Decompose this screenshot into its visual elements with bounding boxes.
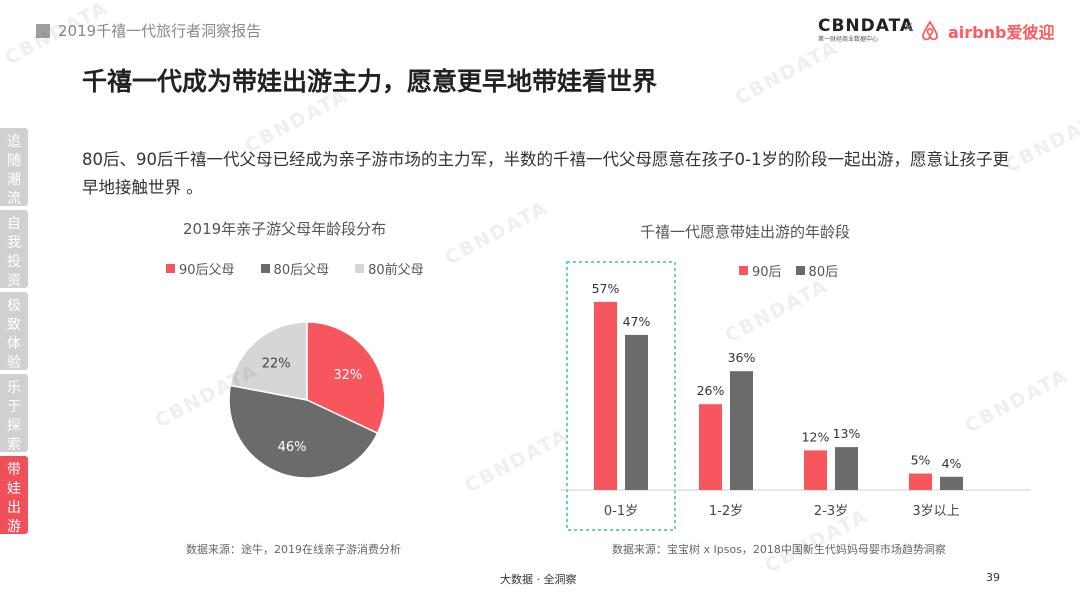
- pie-legend-item: 90后父母: [166, 259, 235, 278]
- footer-text: 大数据 · 全洞察: [500, 573, 577, 586]
- bar: [594, 301, 617, 490]
- side-tab-label: 带娃出游: [7, 462, 21, 535]
- bar: [940, 476, 963, 490]
- pie-slice: [228, 384, 379, 479]
- bar-legend-swatch: [739, 266, 748, 275]
- side-tab-label: 追随潮流: [7, 134, 21, 207]
- side-tab-label: 乐于探索: [7, 380, 21, 453]
- bar-value-label: 12%: [802, 429, 830, 444]
- bar-value-label: 13%: [833, 426, 861, 441]
- pie-legend-label: 90后父母: [179, 263, 235, 278]
- bar-legend-item: 80后: [795, 261, 839, 280]
- bar: [804, 450, 827, 490]
- pie-legend-item: 80后父母: [260, 259, 330, 278]
- report-title: 2019千禧一代旅行者洞察报告: [58, 22, 262, 40]
- side-tab-explore[interactable]: 乐于探索: [0, 374, 28, 453]
- bar-value-label: 5%: [911, 453, 931, 468]
- cbndata-logo: CBNDATA 第一财经商业数据中心: [818, 16, 914, 43]
- pie-legend-swatch: [355, 264, 365, 273]
- pie-slice-label: 32%: [333, 368, 362, 383]
- bar-legend-item: 90后: [739, 261, 782, 280]
- bar-value-label: 36%: [728, 350, 756, 365]
- side-tab-ultimate-experience[interactable]: 极致体验: [0, 292, 28, 371]
- airbnb-logo-icon: [922, 20, 938, 41]
- bar: [909, 473, 932, 490]
- pie-legend-label: 80后父母: [273, 263, 330, 278]
- bar-legend: 90后 80后: [739, 261, 838, 280]
- pie-legend-swatch: [166, 264, 175, 273]
- page-title: 千禧一代成为带娃出游主力，愿意更早地带娃看世界: [82, 67, 658, 96]
- bar: [835, 447, 858, 490]
- pie-legend-label: 80前父母: [368, 263, 424, 278]
- pie-chart: 32% 46% 22%: [228, 321, 386, 479]
- x-tick-label: 0-1岁: [604, 504, 638, 519]
- cbndata-logo-text: CBNDATA: [818, 16, 915, 36]
- x-tick-label: 1-2岁: [709, 504, 743, 519]
- bar-value-label: 26%: [697, 383, 725, 398]
- bar-legend-label: 90后: [752, 265, 782, 280]
- pie-legend-swatch: [260, 264, 270, 273]
- watermark: CBNDATA: [1001, 104, 1080, 178]
- pie-slice-label: 46%: [278, 440, 307, 455]
- side-tab-label: 极致体验: [7, 298, 21, 371]
- bar-legend-swatch: [795, 266, 805, 275]
- pie-source: 数据来源：途牛，2019在线亲子游消费分析: [186, 543, 401, 556]
- bar: [625, 334, 648, 490]
- bar-value-label: 47%: [623, 314, 651, 329]
- pie-chart-title: 2019年亲子游父母年龄段分布: [183, 220, 387, 238]
- watermark: CBNDATA: [461, 424, 573, 498]
- bar: [699, 404, 722, 490]
- bar-chart: 57% 47% 0-1岁 26% 36% 1-2岁 12% 13% 2-3岁 5% 4% 3岁以上: [560, 261, 1030, 531]
- bar-legend-label: 80后: [808, 265, 839, 280]
- airbnb-logo-text: airbnb爱彼迎: [948, 23, 1055, 42]
- watermark: CBNDATA: [441, 196, 553, 270]
- bar-value-label: 4%: [942, 456, 962, 471]
- pie-slice: [306, 321, 386, 435]
- page-description: 80后、90后千禧一代父母已经成为亲子游市场的主力军，半数的千禧一代父母愿意在孩…: [82, 150, 1009, 197]
- pie-slice-label: 22%: [262, 357, 291, 372]
- watermark: CBNDATA: [731, 36, 843, 110]
- pie-slice: [229, 321, 308, 401]
- pie-legend: 90后父母 80后父母 80前父母: [166, 259, 424, 278]
- cbndata-logo-subtext: 第一财经商业数据中心: [818, 36, 879, 43]
- bar-chart-title: 千禧一代愿意带娃出游的年龄段: [640, 223, 851, 241]
- page-number: 39: [986, 571, 1000, 584]
- side-tab-label: 自我投资: [7, 216, 21, 289]
- bar-value-label: 57%: [592, 281, 620, 296]
- brand-separator: ×: [903, 20, 914, 35]
- bar: [730, 371, 753, 490]
- pie-legend-item: 80前父母: [355, 259, 424, 278]
- header-square-icon: [36, 24, 50, 38]
- x-tick-label: 3岁以上: [912, 504, 959, 519]
- side-tab-follow-trends[interactable]: 追随潮流: [0, 128, 28, 207]
- x-tick-label: 2-3岁: [814, 504, 848, 519]
- side-tab-self-invest[interactable]: 自我投资: [0, 210, 28, 289]
- highlight-box: [566, 261, 676, 531]
- side-tab-travel-with-kids[interactable]: 带娃出游: [0, 456, 28, 535]
- bar-source: 数据来源：宝宝树 x Ipsos，2018中国新生代妈妈母婴市场趋势洞察: [612, 543, 946, 556]
